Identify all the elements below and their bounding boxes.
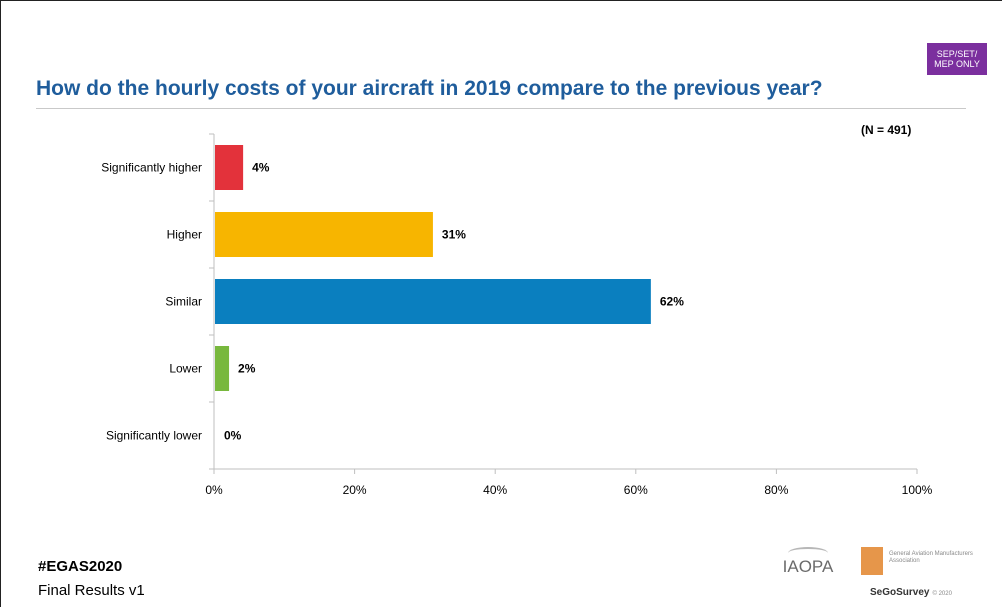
footer-hashtag: #EGAS2020 [38,558,123,575]
gama-logo-text: General Aviation Manufacturers Associati… [889,551,973,564]
category-label: Significantly lower [106,429,202,443]
bar [215,279,651,324]
filter-badge: SEP/SET/ MEP ONLY [927,43,987,75]
title-divider [36,108,966,109]
x-tick-label: 20% [343,483,367,497]
x-tick-label: 100% [902,483,933,497]
x-tick-label: 40% [483,483,507,497]
footer-version: Final Results v1 [38,582,145,599]
category-label: Similar [165,295,202,309]
category-label: Lower [169,362,202,376]
data-label: 2% [238,362,256,376]
iaopa-logo: IAOPA [773,545,843,595]
gama-logo-icon [861,547,883,575]
bar [215,145,244,190]
badge-line-1: SEP/SET/ [936,49,978,59]
category-label: Higher [167,228,202,242]
data-label: 4% [252,161,270,175]
iaopa-logo-text: IAOPA [782,557,834,576]
data-label: 31% [442,228,466,242]
iaopa-wing-icon [788,547,828,559]
bar [215,346,230,391]
sample-size-note: (N = 491) [861,123,912,137]
copyright-text: © 2020 [932,591,952,597]
badge-line-2: MEP ONLY [934,59,980,69]
x-tick-label: 0% [205,483,223,497]
x-tick-label: 60% [624,483,648,497]
page-title: How do the hourly costs of your aircraft… [36,77,823,100]
category-label: Significantly higher [101,161,202,175]
bar [215,212,433,257]
sponsor-logos: IAOPA General Aviation Manufacturers Ass… [773,545,998,605]
segosurvey-logo: SeGoSurvey © 2020 [870,587,952,598]
data-label: 62% [660,295,684,309]
data-label: 0% [224,429,242,443]
x-tick-label: 80% [764,483,788,497]
segosurvey-logo-text: SeGoSurvey [870,587,930,598]
